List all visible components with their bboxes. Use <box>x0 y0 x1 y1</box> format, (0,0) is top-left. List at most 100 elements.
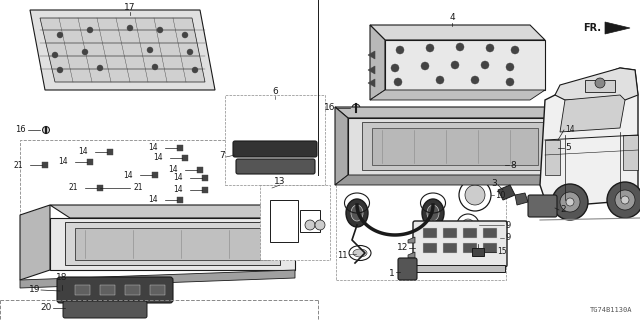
Circle shape <box>471 76 479 84</box>
Circle shape <box>506 78 514 86</box>
Ellipse shape <box>349 245 371 260</box>
Circle shape <box>147 47 153 53</box>
Bar <box>202 175 208 181</box>
Bar <box>623 135 638 170</box>
Bar <box>97 185 103 191</box>
Bar <box>197 167 203 173</box>
Circle shape <box>57 67 63 73</box>
Bar <box>260 185 330 260</box>
Polygon shape <box>385 40 545 90</box>
Polygon shape <box>368 51 375 59</box>
Circle shape <box>485 233 495 243</box>
Circle shape <box>82 49 88 55</box>
Text: 12: 12 <box>397 244 408 252</box>
Polygon shape <box>540 68 638 205</box>
Polygon shape <box>20 270 295 288</box>
Polygon shape <box>368 66 375 74</box>
Bar <box>182 155 188 161</box>
Bar <box>87 159 93 165</box>
Ellipse shape <box>427 205 439 221</box>
FancyBboxPatch shape <box>413 221 507 267</box>
FancyBboxPatch shape <box>63 301 147 318</box>
Ellipse shape <box>353 249 367 257</box>
Circle shape <box>97 65 103 71</box>
FancyBboxPatch shape <box>398 258 417 280</box>
Polygon shape <box>370 25 545 40</box>
Circle shape <box>615 190 635 210</box>
Bar <box>177 197 183 203</box>
Circle shape <box>426 44 434 52</box>
Circle shape <box>465 185 485 205</box>
FancyBboxPatch shape <box>57 277 173 303</box>
Bar <box>336 165 506 280</box>
Polygon shape <box>370 90 545 100</box>
Circle shape <box>396 46 404 54</box>
Circle shape <box>481 61 489 69</box>
Text: 18: 18 <box>56 274 68 283</box>
Circle shape <box>52 52 58 58</box>
Polygon shape <box>515 193 528 205</box>
Text: 17: 17 <box>124 3 136 12</box>
FancyBboxPatch shape <box>233 141 317 157</box>
Text: 14: 14 <box>173 186 183 195</box>
Circle shape <box>595 78 605 88</box>
Bar <box>463 228 477 238</box>
Circle shape <box>621 196 629 204</box>
Circle shape <box>152 64 158 70</box>
Circle shape <box>557 139 563 146</box>
Circle shape <box>305 220 315 230</box>
Bar <box>225 95 325 185</box>
Text: 14: 14 <box>168 165 178 174</box>
Text: 10: 10 <box>495 190 506 199</box>
Text: 16: 16 <box>323 103 335 113</box>
Circle shape <box>192 67 198 73</box>
Circle shape <box>157 27 163 33</box>
Circle shape <box>57 32 63 38</box>
Text: 8: 8 <box>510 161 516 170</box>
Text: 1: 1 <box>389 268 395 277</box>
Polygon shape <box>560 95 625 132</box>
Text: 16: 16 <box>15 125 26 134</box>
Ellipse shape <box>422 199 444 227</box>
Bar <box>152 172 158 178</box>
Circle shape <box>552 184 588 220</box>
Circle shape <box>607 182 640 218</box>
Circle shape <box>87 27 93 33</box>
Polygon shape <box>40 18 205 82</box>
Circle shape <box>566 198 574 206</box>
Bar <box>270 200 298 242</box>
Text: TG74B1130A: TG74B1130A <box>589 307 632 313</box>
Polygon shape <box>348 118 560 175</box>
Text: 20: 20 <box>40 303 52 313</box>
Text: 14: 14 <box>78 148 88 156</box>
Text: 14: 14 <box>148 143 158 153</box>
Text: 3: 3 <box>492 179 497 188</box>
Bar <box>443 228 457 238</box>
Circle shape <box>182 32 188 38</box>
Circle shape <box>391 64 399 72</box>
Text: 13: 13 <box>275 178 285 187</box>
Polygon shape <box>362 122 548 170</box>
Circle shape <box>394 78 402 86</box>
Bar <box>483 243 497 253</box>
Text: 11: 11 <box>337 252 348 260</box>
Text: 14: 14 <box>124 171 133 180</box>
Text: 14: 14 <box>58 157 68 166</box>
Bar <box>100 285 115 295</box>
FancyBboxPatch shape <box>528 195 557 217</box>
Circle shape <box>480 228 500 248</box>
Polygon shape <box>605 22 630 34</box>
Polygon shape <box>30 10 215 90</box>
Polygon shape <box>555 68 638 100</box>
Text: 21: 21 <box>68 183 78 193</box>
Bar <box>300 210 320 232</box>
Ellipse shape <box>351 205 363 221</box>
Circle shape <box>436 76 444 84</box>
Polygon shape <box>372 128 538 165</box>
Bar <box>463 243 477 253</box>
Text: 14: 14 <box>148 196 158 204</box>
Text: 2: 2 <box>560 205 566 214</box>
Text: 5: 5 <box>565 143 571 153</box>
Bar <box>202 187 208 193</box>
Bar <box>150 285 165 295</box>
